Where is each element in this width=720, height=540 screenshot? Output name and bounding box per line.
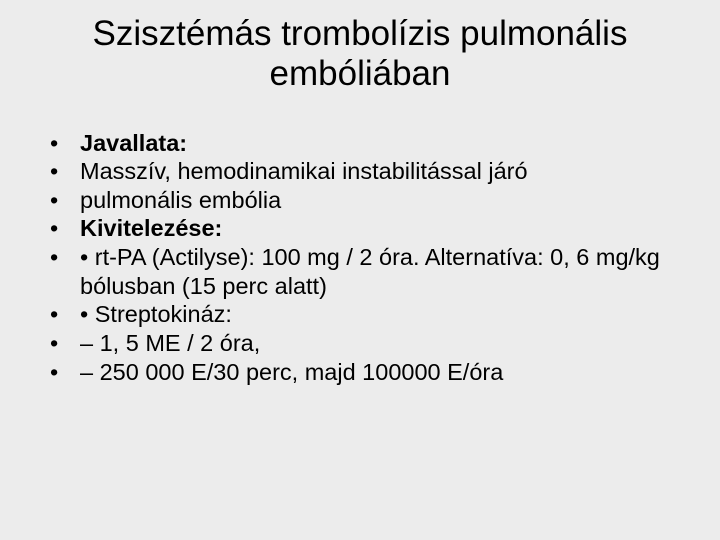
bullet-text: – 250 000 E/30 perc, majd 100000 E/óra — [80, 359, 503, 385]
bullet-text: pulmonális embólia — [80, 187, 281, 213]
bullet-text: Masszív, hemodinamikai instabilitással j… — [80, 158, 528, 184]
bullet-item: Javallata: — [50, 129, 690, 158]
bullet-list: Javallata:Masszív, hemodinamikai instabi… — [50, 129, 690, 387]
bullet-text: – 1, 5 ME / 2 óra, — [80, 330, 260, 356]
bullet-item: • Streptokináz: — [50, 300, 690, 329]
slide: Szisztémás trombolízis pulmonális embóli… — [0, 0, 720, 540]
bullet-item: • rt-PA (Actilyse): 100 mg / 2 óra. Alte… — [50, 243, 690, 300]
bullet-text: Javallata: — [80, 130, 187, 156]
bullet-item: – 1, 5 ME / 2 óra, — [50, 329, 690, 358]
bullet-item: Kivitelezése: — [50, 214, 690, 243]
bullet-item: Masszív, hemodinamikai instabilitással j… — [50, 157, 690, 186]
bullet-text: • rt-PA (Actilyse): 100 mg / 2 óra. Alte… — [80, 244, 660, 299]
bullet-text: • Streptokináz: — [80, 301, 232, 327]
slide-title: Szisztémás trombolízis pulmonális embóli… — [30, 14, 690, 95]
bullet-item: – 250 000 E/30 perc, majd 100000 E/óra — [50, 358, 690, 387]
bullet-text: Kivitelezése: — [80, 215, 222, 241]
bullet-item: pulmonális embólia — [50, 186, 690, 215]
